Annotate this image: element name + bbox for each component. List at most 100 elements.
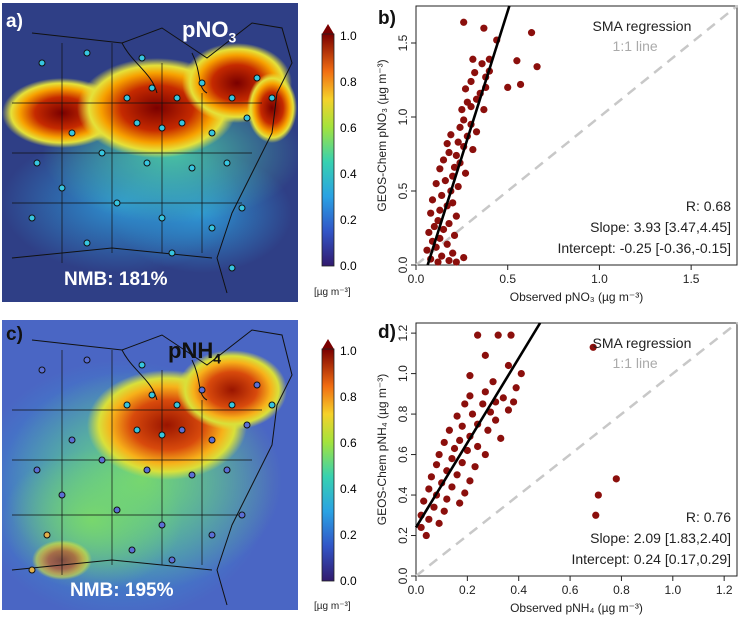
x-tick-label: 1.2	[716, 583, 733, 597]
data-point	[509, 398, 518, 406]
data-point	[479, 400, 487, 408]
data-point	[456, 499, 464, 507]
data-point	[478, 60, 486, 68]
x-axis-label: Observed pNO₃ (µg m⁻³)	[510, 290, 644, 304]
data-point	[452, 151, 460, 160]
data-point	[589, 343, 597, 351]
data-point	[504, 361, 513, 370]
y-tick-label: 0.0	[396, 256, 410, 273]
map-c-title: pNH4	[168, 338, 222, 367]
data-point	[471, 69, 479, 77]
data-point	[489, 378, 497, 386]
x-tick-label: 0.0	[408, 583, 425, 597]
data-point	[428, 196, 437, 204]
data-point	[504, 406, 513, 414]
x-tick-label: 1.0	[664, 583, 681, 597]
y-tick-label: 0.0	[396, 567, 410, 584]
data-point	[447, 131, 455, 139]
data-point	[471, 463, 479, 471]
data-point	[427, 473, 436, 481]
colorbar-a-tick-3: 0.4	[340, 167, 357, 181]
stats-line: Slope: 2.09 [1.83,2.40]	[590, 530, 731, 546]
colorbar-c: 1.0 0.8 0.6 0.4 0.2 0.0	[321, 339, 357, 588]
data-point	[612, 475, 620, 483]
data-point	[449, 199, 457, 207]
data-point	[453, 412, 461, 420]
data-point	[513, 57, 521, 65]
data-point	[438, 252, 446, 260]
x-tick-label: 0.5	[499, 272, 516, 286]
map-panel-c: pNH4 c) NMB: 195%	[2, 320, 298, 610]
data-point	[594, 491, 602, 499]
data-point	[445, 426, 453, 434]
data-point	[468, 410, 477, 418]
data-point	[481, 450, 489, 459]
data-point	[452, 212, 460, 220]
data-point	[517, 370, 525, 378]
data-point	[494, 331, 502, 339]
scatter-d: 0.0 0.2 0.4 0.6 0.8 1.0 1.2 0.0 0.2 0.4 0.6 0.8 1.0 1…	[375, 322, 738, 615]
data-point	[461, 489, 469, 497]
data-point	[458, 422, 466, 430]
panel-label-a: a)	[6, 11, 23, 32]
y-tick-label: 0.4	[396, 486, 410, 503]
stats-line: R: 0.76	[686, 509, 731, 525]
y-axis-label: GEOS-Chem pNO₃ (µg m⁻³)	[375, 59, 389, 211]
x-axis-label: Observed pNH₄ (µg m⁻³)	[510, 601, 643, 615]
data-point	[533, 63, 541, 71]
data-point	[439, 225, 448, 234]
data-point	[423, 246, 431, 254]
x-tick-label: 0.6	[562, 583, 579, 597]
data-point	[435, 450, 443, 459]
data-point	[440, 507, 448, 515]
panel-label-b: b)	[378, 8, 396, 29]
data-point	[460, 254, 468, 262]
colorbar-a-tick-2: 0.6	[340, 121, 357, 135]
data-point	[474, 442, 482, 451]
x-tick-label: 0.2	[459, 583, 476, 597]
data-point	[516, 80, 525, 89]
data-point	[466, 392, 474, 400]
colorbar-a-tick-0: 1.0	[340, 29, 357, 43]
data-point	[460, 18, 468, 26]
nmb-label-a: NMB: 181%	[64, 269, 168, 290]
data-point	[430, 222, 438, 231]
data-point	[466, 372, 474, 380]
y-tick-label: 0.6	[396, 446, 410, 463]
data-point	[452, 258, 460, 266]
map-panel-a: pNO3 a) NMB: 181%	[2, 3, 298, 302]
data-point	[456, 123, 464, 131]
stats-line: R: 0.68	[686, 198, 731, 214]
x-tick-label: 1.0	[591, 272, 608, 286]
data-point	[512, 384, 520, 392]
legend-one-to-one: 1:1 line	[613, 355, 658, 371]
data-point	[480, 106, 488, 114]
data-point	[454, 138, 462, 146]
data-point	[461, 400, 469, 408]
colorbar-a-tick-1: 0.8	[340, 75, 357, 89]
data-point	[461, 85, 470, 93]
data-point	[469, 145, 477, 154]
stats-line: Slope: 3.93 [3.47,4.45]	[590, 219, 731, 235]
y-tick-label: 0.2	[396, 527, 410, 544]
data-point	[449, 249, 457, 257]
data-point	[432, 461, 441, 469]
colorbar-c-tick-1: 0.8	[340, 390, 357, 404]
legend-sma: SMA regression	[593, 18, 692, 34]
data-point	[436, 234, 444, 242]
nmb-label-c: NMB: 195%	[70, 580, 174, 601]
data-point	[436, 165, 444, 173]
data-point	[443, 240, 451, 248]
stats-line: Intercept: -0.25 [-0.36,-0.15]	[557, 240, 731, 256]
data-point	[450, 163, 459, 171]
x-tick-label: 0.0	[408, 272, 425, 286]
scatter-b: 0.0 0.5 1.0 1.5 0.0 0.5 1.0 1.5 Observed pNO₃ (µ…	[375, 5, 738, 304]
data-point	[425, 228, 433, 237]
colorbar-c-tick-3: 0.4	[340, 482, 357, 496]
data-point	[458, 459, 466, 467]
colorbar-a-tick-5: 0.0	[340, 259, 357, 273]
data-point	[467, 77, 475, 86]
data-point	[422, 531, 430, 540]
colorbar-c-tick-2: 0.6	[340, 436, 357, 450]
data-point	[466, 477, 474, 485]
